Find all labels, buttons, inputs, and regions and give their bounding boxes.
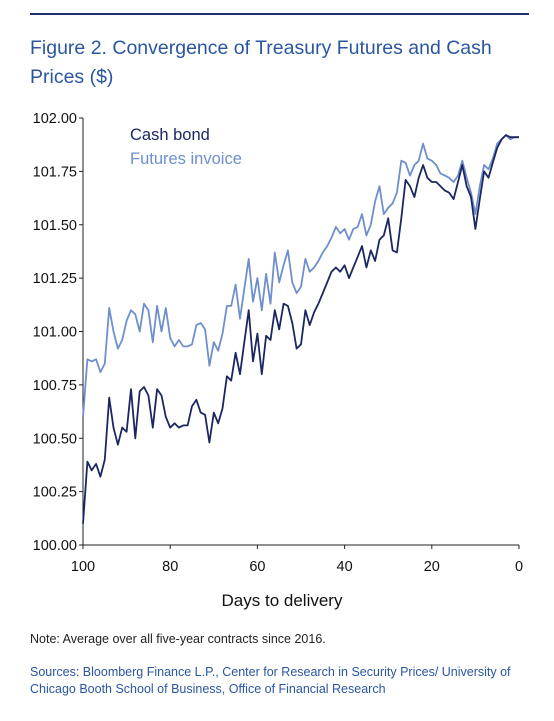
figure-title: Figure 2. Convergence of Treasury Future… bbox=[30, 37, 492, 88]
x-tick-label: 0 bbox=[515, 559, 523, 575]
legend-label-cash-bond: Cash bond bbox=[130, 126, 210, 144]
y-tick-label: 100.50 bbox=[33, 431, 77, 447]
y-ticks: 100.00 100.25 100.50 100.75 101.00 101.25 101.… bbox=[33, 111, 83, 554]
x-tick-label: 60 bbox=[249, 559, 265, 575]
x-ticks: 100 80 60 40 20 0 bbox=[71, 545, 523, 575]
y-tick-label: 101.00 bbox=[33, 325, 77, 341]
figure-note: Note: Average over all five-year contrac… bbox=[30, 632, 326, 646]
series-lines bbox=[82, 134, 519, 524]
legend: Cash bond Futures invoice bbox=[130, 126, 242, 168]
figure-sources: Sources: Bloomberg Finance L.P., Center … bbox=[30, 665, 511, 696]
series-line-cash-bond bbox=[82, 134, 519, 524]
y-tick-label: 102.00 bbox=[33, 111, 77, 127]
legend-label-futures-invoice: Futures invoice bbox=[130, 150, 242, 168]
y-tick-label: 100.75 bbox=[33, 378, 77, 394]
x-axis-title: Days to delivery bbox=[222, 591, 343, 610]
y-tick-label: 101.75 bbox=[33, 164, 77, 180]
top-rule bbox=[30, 13, 529, 15]
line-chart: 100.00 100.25 100.50 100.75 101.00 101.25 101.… bbox=[33, 111, 523, 610]
y-tick-label: 101.25 bbox=[33, 271, 77, 287]
y-tick-label: 100.25 bbox=[33, 485, 77, 501]
x-tick-label: 100 bbox=[71, 559, 95, 575]
x-tick-label: 80 bbox=[162, 559, 178, 575]
x-tick-label: 40 bbox=[337, 559, 353, 575]
y-tick-label: 101.50 bbox=[33, 218, 77, 234]
series-line-futures-invoice bbox=[82, 134, 519, 417]
x-tick-label: 20 bbox=[424, 559, 440, 575]
y-tick-label: 100.00 bbox=[33, 538, 77, 554]
